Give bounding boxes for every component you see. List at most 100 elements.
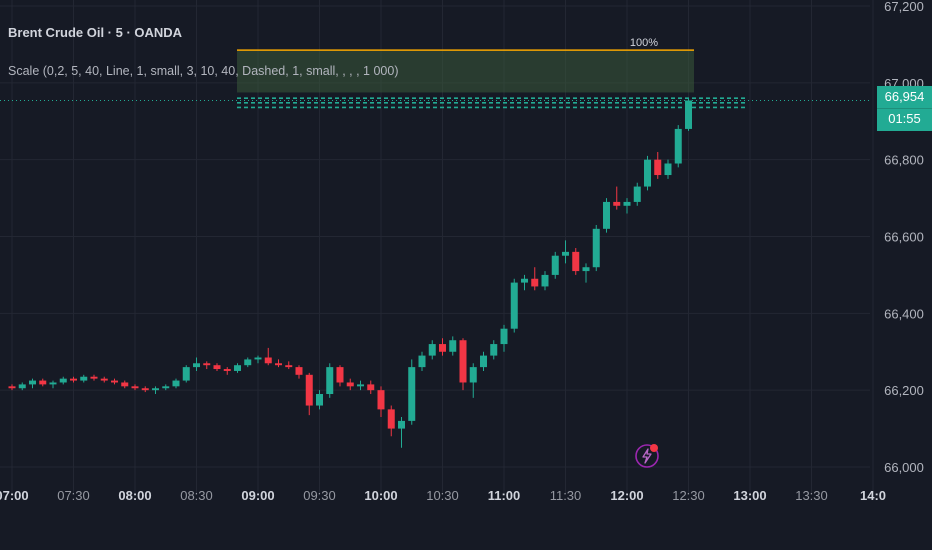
candle-body xyxy=(152,388,159,391)
time-tick-label: 14:0 xyxy=(860,488,886,503)
candle-body xyxy=(398,420,405,429)
candle-body xyxy=(70,378,77,381)
candle-body xyxy=(664,163,672,176)
candle-body xyxy=(428,344,436,356)
candle-body xyxy=(193,363,200,368)
candle-body xyxy=(8,386,16,389)
candle-body xyxy=(59,378,67,383)
candles xyxy=(8,98,692,448)
time-tick-label: 11:00 xyxy=(488,488,521,503)
time-tick-label: 13:00 xyxy=(733,488,766,503)
candle-body xyxy=(162,386,170,389)
candle-body xyxy=(357,384,364,387)
price-tick-label: 66,200 xyxy=(884,383,924,398)
candle-body xyxy=(439,344,446,352)
candle-body xyxy=(408,367,416,421)
candle-body xyxy=(562,251,569,256)
candle-body xyxy=(418,355,426,368)
time-tick-label: 07:00 xyxy=(0,488,29,503)
candle-body xyxy=(685,100,692,129)
time-tick-label: 08:00 xyxy=(118,488,151,503)
time-tick-label: 10:30 xyxy=(426,488,459,503)
candle-body xyxy=(244,359,252,366)
candle-body xyxy=(234,365,241,371)
price-tick-label: 66,000 xyxy=(884,460,924,475)
candle-body xyxy=(29,380,36,385)
time-tick-label: 13:30 xyxy=(795,488,828,503)
candle-body xyxy=(459,340,467,383)
candle-body xyxy=(592,228,600,268)
fib-100-label: 100% xyxy=(630,37,658,49)
candle-body xyxy=(582,267,590,272)
time-tick-label: 09:30 xyxy=(303,488,336,503)
candle-body xyxy=(613,201,621,206)
bar-countdown-tag: 01:55 xyxy=(877,108,932,131)
fib-zone[interactable]: 100% xyxy=(237,37,746,109)
candle-body xyxy=(182,367,190,381)
candle-body xyxy=(510,282,518,329)
candle-body xyxy=(500,328,508,345)
candle-body xyxy=(469,367,477,383)
time-tick-label: 12:00 xyxy=(610,488,643,503)
candle-body xyxy=(377,390,385,410)
time-tick-label: 11:30 xyxy=(550,488,582,503)
candle-body xyxy=(213,365,221,370)
candle-body xyxy=(316,394,323,406)
candle-body xyxy=(603,201,610,229)
candle-body xyxy=(18,384,26,389)
time-tick-label: 10:00 xyxy=(364,488,397,503)
lightning-alert-icon[interactable] xyxy=(634,443,660,469)
candle-body xyxy=(49,382,57,385)
candle-body xyxy=(674,128,682,164)
price-tick-label: 66,800 xyxy=(884,153,924,168)
candle-body xyxy=(572,251,580,272)
candle-body xyxy=(480,355,487,368)
last-price-tag: 66,954 xyxy=(877,86,932,108)
candle-body xyxy=(449,340,457,352)
candle-body xyxy=(39,380,47,385)
time-tick-label: 07:30 xyxy=(57,488,90,503)
symbol-title[interactable]: Brent Crude Oil · 5 · OANDA xyxy=(8,25,183,40)
candle-body xyxy=(80,376,88,381)
candle-body xyxy=(346,382,354,387)
candle-body xyxy=(295,367,303,375)
candle-body xyxy=(551,255,559,275)
time-tick-label: 12:30 xyxy=(672,488,705,503)
candle-body xyxy=(141,388,149,391)
candle-body xyxy=(387,409,395,429)
candle-body xyxy=(336,367,344,383)
candle-body xyxy=(531,278,539,287)
price-tick-label: 66,400 xyxy=(884,306,924,321)
candle-body xyxy=(633,186,641,202)
candle-body xyxy=(326,367,334,395)
candle-body xyxy=(254,357,262,360)
candle-body xyxy=(275,363,282,366)
candle-body xyxy=(203,363,211,366)
candle-body xyxy=(131,386,139,389)
candle-body xyxy=(490,344,498,356)
candle-body xyxy=(654,159,662,176)
candle-body xyxy=(100,378,108,381)
price-tick-label: 67,200 xyxy=(884,0,924,14)
candle-body xyxy=(541,274,549,287)
candle-body xyxy=(644,159,651,187)
candle-body xyxy=(172,380,180,387)
candle-body xyxy=(521,278,528,283)
candle-body xyxy=(367,384,375,391)
time-tick-label: 09:00 xyxy=(241,488,274,503)
candle-body xyxy=(223,369,231,371)
time-axis[interactable]: 07:00 07:30 08:00 08:30 09:00 09:30 10:00 10:30… xyxy=(0,488,886,503)
candle-body xyxy=(305,374,313,406)
indicator-label[interactable]: Scale (0,2, 5, 40, Line, 1, small, 3, 10… xyxy=(8,64,399,78)
price-axis[interactable]: 67,20067,00066,80066,60066,40066,20066,0… xyxy=(884,0,924,475)
price-tick-label: 66,600 xyxy=(884,230,924,245)
candle-body xyxy=(90,376,98,379)
fib-zone-fill xyxy=(237,50,694,93)
time-tick-label: 08:30 xyxy=(180,488,213,503)
candle-body xyxy=(285,365,293,368)
candle-body xyxy=(264,357,272,364)
candle-body xyxy=(623,201,631,206)
candle-body xyxy=(121,382,129,387)
candle-body xyxy=(111,380,118,383)
